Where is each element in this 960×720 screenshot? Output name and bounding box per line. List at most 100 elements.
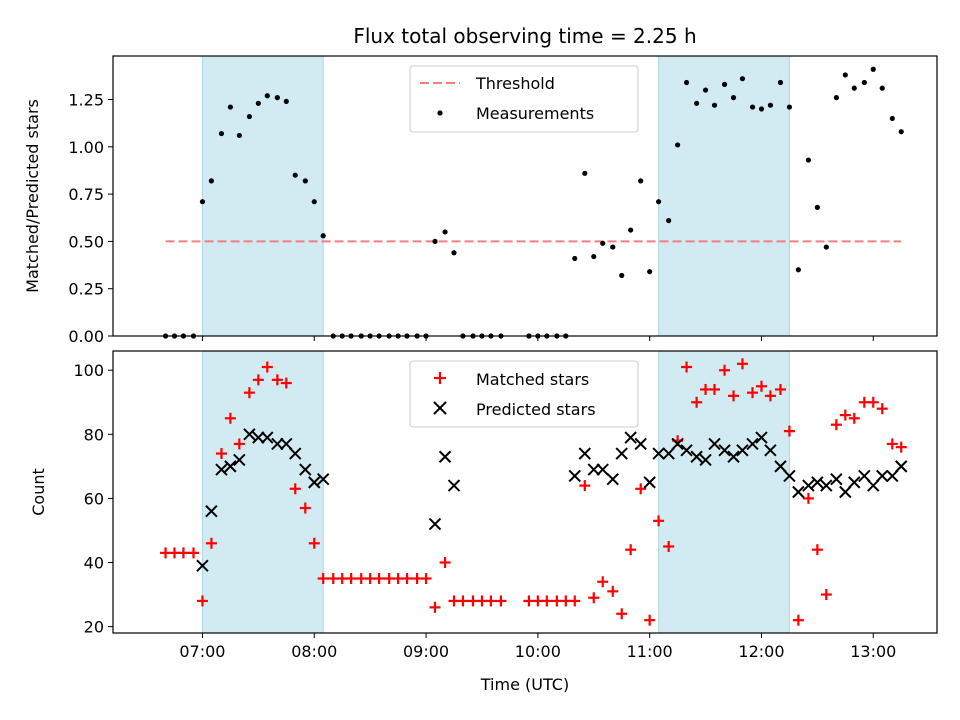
top-y-axis-label: Matched/Predicted stars bbox=[23, 99, 42, 293]
bottom-y-ticks: 20 40 60 80 100 bbox=[73, 361, 113, 637]
matched-star-marker bbox=[215, 448, 227, 460]
matched-star-marker bbox=[280, 377, 292, 389]
measurement-point bbox=[451, 250, 457, 256]
measurement-point bbox=[442, 229, 448, 235]
predicted-star-marker bbox=[680, 444, 693, 457]
legend-measurements-swatch bbox=[437, 110, 443, 116]
x-tick-label: 13:00 bbox=[850, 642, 896, 661]
matched-star-marker bbox=[401, 573, 413, 585]
y-tick-label: 0.75 bbox=[68, 185, 104, 204]
measurement-point bbox=[666, 217, 672, 224]
matched-star-marker bbox=[644, 614, 656, 626]
bottom-y-axis-label: Count bbox=[29, 468, 48, 516]
matched-star-marker bbox=[848, 412, 860, 424]
y-tick-label: 40 bbox=[84, 554, 104, 573]
measurement-point bbox=[619, 272, 625, 279]
matched-star-marker bbox=[728, 390, 740, 402]
matched-star-marker bbox=[635, 483, 647, 495]
predicted-star-marker bbox=[205, 505, 218, 518]
predicted-star-marker bbox=[643, 476, 656, 489]
predicted-star-marker bbox=[596, 463, 609, 476]
measurement-point bbox=[749, 104, 756, 110]
predicted-star-marker bbox=[820, 479, 833, 492]
matched-star-marker bbox=[271, 374, 283, 386]
matched-star-marker bbox=[663, 540, 675, 552]
predicted-star-marker bbox=[746, 437, 759, 451]
measurement-point bbox=[656, 199, 662, 205]
y-tick-label: 0.00 bbox=[68, 327, 104, 346]
y-tick-label: 1.25 bbox=[68, 91, 104, 110]
predicted-star-marker bbox=[858, 469, 871, 483]
measurement-point bbox=[898, 129, 904, 135]
measurement-point bbox=[227, 104, 233, 110]
measurement-point bbox=[814, 204, 820, 210]
predicted-star-marker bbox=[280, 437, 293, 451]
top-legend: Threshold Measurements bbox=[409, 65, 639, 133]
legend-predicted-swatch bbox=[433, 401, 447, 415]
matched-star-marker bbox=[597, 576, 609, 588]
x-tick-label: 09:00 bbox=[403, 642, 449, 661]
measurement-point bbox=[591, 253, 597, 260]
bottom-legend-box bbox=[409, 360, 639, 428]
y-tick-label: 0.25 bbox=[68, 280, 104, 299]
predicted-star-marker bbox=[708, 437, 721, 451]
measurement-point bbox=[795, 267, 801, 273]
top-legend-box bbox=[409, 65, 639, 133]
matched-star-marker bbox=[802, 492, 814, 504]
y-tick-label: 0.50 bbox=[68, 232, 104, 251]
measurement-point bbox=[823, 244, 829, 250]
top-y-ticks: 0.00 0.25 0.50 0.75 1.00 1.25 bbox=[68, 91, 113, 346]
matched-star-marker bbox=[839, 409, 851, 421]
shaded-interval bbox=[201, 350, 324, 634]
legend-predicted-label: Predicted stars bbox=[476, 400, 596, 419]
predicted-star-marker bbox=[662, 447, 675, 460]
matched-star-marker bbox=[820, 589, 832, 601]
predicted-star-marker bbox=[792, 485, 805, 499]
predicted-star-marker bbox=[895, 460, 908, 473]
matched-star-marker bbox=[867, 396, 879, 408]
predicted-star-marker bbox=[867, 479, 880, 492]
measurement-point bbox=[320, 233, 326, 239]
predicted-star-marker bbox=[764, 444, 777, 457]
legend-matched-swatch bbox=[434, 372, 446, 384]
measurement-point bbox=[572, 255, 578, 262]
measurement-point bbox=[199, 199, 206, 205]
matched-star-marker bbox=[345, 573, 357, 585]
matched-star-marker bbox=[876, 403, 888, 415]
x-tick-label: 08:00 bbox=[291, 642, 337, 661]
predicted-star-marker bbox=[196, 559, 209, 572]
measurement-point bbox=[255, 100, 261, 106]
predicted-star-marker bbox=[690, 450, 703, 463]
x-tick-label: 12:00 bbox=[738, 642, 784, 661]
measurement-point bbox=[777, 79, 784, 86]
measurement-point bbox=[842, 72, 848, 78]
predicted-star-marker bbox=[652, 447, 665, 460]
shaded-interval bbox=[658, 350, 790, 634]
x-tick-label: 10:00 bbox=[515, 642, 561, 661]
predicted-star-marker bbox=[289, 447, 302, 460]
predicted-star-marker bbox=[428, 517, 442, 531]
predicted-star-marker bbox=[671, 437, 684, 451]
predicted-star-marker bbox=[774, 460, 787, 473]
measurement-point bbox=[851, 85, 857, 91]
predicted-star-marker bbox=[299, 463, 312, 476]
matched-star-marker bbox=[681, 361, 693, 373]
matched-star-marker bbox=[625, 544, 637, 556]
measurement-point bbox=[870, 66, 876, 72]
measurement-point bbox=[600, 240, 606, 246]
predicted-star-marker bbox=[624, 431, 637, 444]
predicted-star-markers bbox=[196, 428, 908, 572]
matched-star-marker bbox=[588, 592, 600, 604]
top-shaded-intervals bbox=[201, 55, 790, 337]
predicted-star-marker bbox=[876, 469, 889, 483]
y-tick-label: 20 bbox=[84, 618, 104, 637]
predicted-star-marker bbox=[215, 463, 228, 476]
matched-star-marker bbox=[747, 387, 759, 399]
predicted-star-marker bbox=[727, 450, 740, 463]
matched-star-marker bbox=[691, 396, 703, 408]
predicted-star-marker bbox=[615, 447, 628, 460]
measurement-point bbox=[264, 93, 270, 99]
matched-star-marker bbox=[792, 614, 804, 626]
shaded-interval bbox=[658, 55, 790, 337]
measurement-point bbox=[610, 244, 616, 250]
